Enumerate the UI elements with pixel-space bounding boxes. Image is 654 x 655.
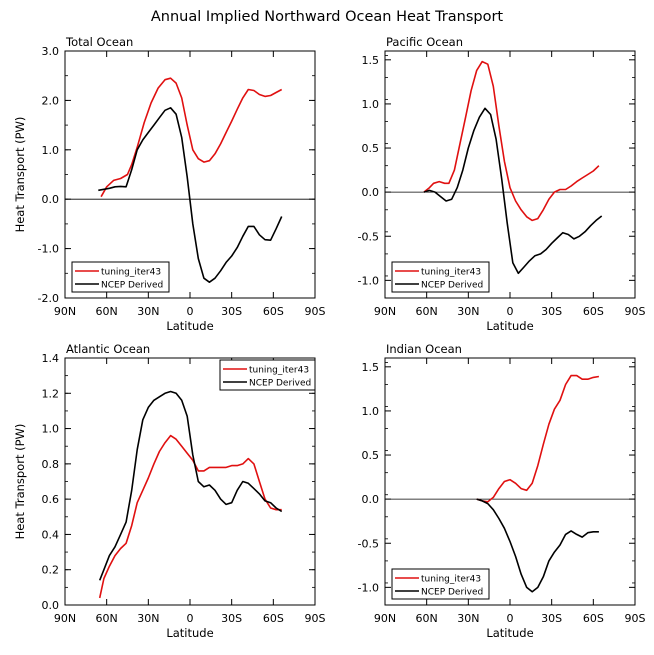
x-tick-label: 60N bbox=[96, 612, 118, 625]
series-line-model bbox=[423, 60, 600, 222]
plot-frame bbox=[64, 50, 316, 299]
plot-frame bbox=[384, 357, 636, 606]
y-tick-label: 1.5 bbox=[362, 54, 380, 67]
x-tick-label: 30S bbox=[541, 612, 562, 625]
y-axis-label: Heat Transport (PW) bbox=[13, 424, 27, 540]
x-tick-label: 0 bbox=[507, 612, 514, 625]
legend-label: tuning_iter43 bbox=[101, 268, 161, 278]
x-tick-label: 60N bbox=[96, 305, 118, 318]
y-tick-label: 1.0 bbox=[362, 405, 380, 418]
x-tick-label: 30N bbox=[137, 305, 159, 318]
y-tick-label: 0.6 bbox=[42, 493, 60, 506]
legend-box bbox=[391, 261, 490, 293]
x-tick-label: 60S bbox=[583, 612, 604, 625]
y-tick-label: -1.0 bbox=[38, 243, 59, 256]
panel-atlantic: 90N 60N 30N 0 30S 60S 90S 0.0 0.2 0.4 0.6 0.8 1.0 1.2… bbox=[13, 342, 326, 640]
x-tick-label: 60S bbox=[263, 612, 284, 625]
y-tick-label: -0.5 bbox=[358, 537, 379, 550]
legend-box bbox=[219, 359, 316, 391]
panel-title: Pacific Ocean bbox=[386, 35, 463, 49]
x-tick-label: 90S bbox=[625, 305, 646, 318]
y-tick-label: 1.4 bbox=[42, 352, 60, 365]
y-tick-label: 0.8 bbox=[42, 458, 60, 471]
x-tick-label: 30N bbox=[457, 305, 479, 318]
y-tick-label: 0.0 bbox=[42, 599, 60, 612]
y-tick-label: -1.0 bbox=[358, 274, 379, 287]
legend: tuning_iter43 NCEP Derived bbox=[71, 261, 170, 293]
panel-title: Total Ocean bbox=[65, 35, 133, 49]
y-tick-label: 1.0 bbox=[42, 144, 60, 157]
series-line-ncep bbox=[98, 390, 283, 581]
legend-label: NCEP Derived bbox=[249, 379, 311, 389]
figure-title: Annual Implied Northward Ocean Heat Tran… bbox=[151, 9, 504, 25]
x-axis-label: Latitude bbox=[486, 626, 533, 640]
y-tick-label: 0.5 bbox=[362, 142, 380, 155]
legend-box bbox=[71, 261, 170, 293]
series-line-model bbox=[98, 434, 282, 599]
x-tick-label: 60N bbox=[416, 305, 438, 318]
series-line-model bbox=[476, 374, 600, 503]
panel-title: Indian Ocean bbox=[386, 342, 462, 356]
x-axis-label: Latitude bbox=[166, 626, 213, 640]
legend: tuning_iter43 NCEP Derived bbox=[391, 261, 490, 293]
legend: tuning_iter43 NCEP Derived bbox=[219, 359, 316, 391]
x-tick-label: 90N bbox=[54, 612, 76, 625]
y-tick-label: 1.0 bbox=[362, 98, 380, 111]
x-tick-label: 90N bbox=[374, 612, 396, 625]
x-tick-label: 90S bbox=[305, 612, 326, 625]
y-tick-label: 2.0 bbox=[42, 94, 60, 107]
y-tick-label: 1.5 bbox=[362, 361, 380, 374]
x-tick-label: 30N bbox=[137, 612, 159, 625]
y-axis-label: Heat Transport (PW) bbox=[13, 117, 27, 233]
x-tick-label: 60S bbox=[583, 305, 604, 318]
x-axis-label: Latitude bbox=[166, 319, 213, 333]
series-line-ncep bbox=[423, 107, 603, 275]
legend-label: tuning_iter43 bbox=[421, 268, 481, 278]
series-line-ncep bbox=[98, 107, 283, 284]
x-axis-label: Latitude bbox=[486, 319, 533, 333]
panel-indian: 90N 60N 30N 0 30S 60S 90S -1.0 -0.5 0.0 0.5 1.0 1.5 I… bbox=[358, 342, 646, 640]
panel-pacific: 90N 60N 30N 0 30S 60S 90S -1.0 -0.5 0.0 0.5 1.0 1.5 P… bbox=[358, 35, 646, 333]
x-tick-label: 0 bbox=[507, 305, 514, 318]
x-tick-label: 30S bbox=[221, 612, 242, 625]
legend-label: NCEP Derived bbox=[101, 281, 163, 291]
x-tick-label: 30N bbox=[457, 612, 479, 625]
y-tick-label: -0.5 bbox=[358, 230, 379, 243]
x-tick-label: 90N bbox=[54, 305, 76, 318]
x-tick-label: 0 bbox=[187, 305, 194, 318]
plot-frame bbox=[64, 357, 316, 606]
x-tick-label: 30S bbox=[541, 305, 562, 318]
x-tick-label: 90N bbox=[374, 305, 396, 318]
legend-label: NCEP Derived bbox=[421, 588, 483, 598]
legend-label: tuning_iter43 bbox=[421, 575, 481, 585]
y-tick-label: 0.2 bbox=[42, 564, 60, 577]
x-tick-label: 90S bbox=[625, 612, 646, 625]
y-tick-label: 0.0 bbox=[362, 186, 380, 199]
panel-title: Atlantic Ocean bbox=[66, 342, 150, 356]
y-tick-label: 0.4 bbox=[42, 528, 60, 541]
panel-total: 90N 60N 30N 0 30S 60S 90S -2.0 -1.0 0.0 1.0 2.0 3.0 T… bbox=[13, 35, 326, 333]
plot-frame bbox=[384, 50, 636, 299]
series-line-model bbox=[100, 77, 283, 198]
legend-label: NCEP Derived bbox=[421, 281, 483, 291]
y-tick-label: 0.0 bbox=[362, 493, 380, 506]
x-tick-label: 60N bbox=[416, 612, 438, 625]
x-tick-label: 30S bbox=[221, 305, 242, 318]
y-tick-label: 0.5 bbox=[362, 449, 380, 462]
y-tick-label: -2.0 bbox=[38, 292, 59, 305]
y-tick-label: 1.0 bbox=[42, 423, 60, 436]
x-tick-label: 0 bbox=[187, 612, 194, 625]
y-tick-label: 1.2 bbox=[42, 387, 60, 400]
legend-label: tuning_iter43 bbox=[249, 366, 309, 376]
x-tick-label: 90S bbox=[305, 305, 326, 318]
series-line-ncep bbox=[476, 498, 599, 593]
y-tick-label: -1.0 bbox=[358, 581, 379, 594]
legend: tuning_iter43 NCEP Derived bbox=[391, 568, 490, 600]
y-tick-label: 3.0 bbox=[42, 45, 60, 58]
y-tick-label: 0.0 bbox=[42, 193, 60, 206]
legend-box bbox=[391, 568, 490, 600]
x-tick-label: 60S bbox=[263, 305, 284, 318]
